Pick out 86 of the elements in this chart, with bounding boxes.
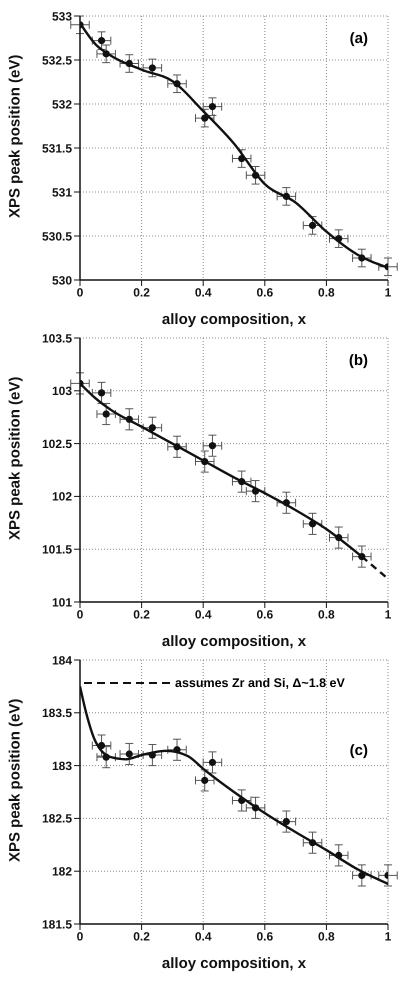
x-axis-title: alloy composition, x [162, 955, 307, 972]
point [98, 37, 106, 44]
x-tick-label: 1 [384, 286, 392, 300]
y-tick-label: 532 [52, 97, 72, 112]
y-axis-title: XPS peak position (eV) [6, 698, 24, 862]
y-tick-label: 181.5 [42, 917, 72, 932]
point [201, 776, 208, 784]
point [335, 852, 342, 859]
point [148, 424, 156, 432]
x-tick-label: 0.6 [256, 608, 274, 622]
point [252, 804, 260, 812]
point [126, 60, 133, 68]
x-tick-label: 0.2 [133, 930, 150, 944]
point [208, 758, 216, 766]
y-tick-label: 183 [52, 758, 72, 773]
y-tick-label: 532.5 [42, 53, 72, 68]
point [358, 552, 366, 560]
y-tick-label: 183.5 [42, 706, 72, 720]
x-tick-label: 0 [76, 930, 84, 944]
x-tick-label: 0.2 [133, 608, 150, 622]
point [308, 222, 316, 230]
point [102, 754, 110, 761]
point [173, 443, 181, 450]
point [201, 114, 208, 122]
point [98, 742, 106, 750]
point [126, 750, 133, 758]
x-axis-title: alloy composition, x [162, 633, 307, 650]
y-axis-title: XPS peak position (eV) [6, 376, 24, 540]
y-tick-label: 102.5 [42, 436, 72, 451]
y-tick-label: 531 [52, 185, 72, 200]
x-tick-label: 1 [384, 930, 392, 944]
annotation: assumes Zr and Si, Δ~1.8 eV [175, 676, 345, 690]
point [358, 254, 366, 262]
point [208, 103, 216, 110]
x-tick-label: 0.8 [318, 286, 336, 300]
x-tick-label: 0.8 [318, 608, 336, 622]
y-tick-label: 101 [52, 595, 72, 610]
x-tick-label: 0.4 [194, 286, 212, 300]
x-tick-label: 0.8 [318, 930, 336, 944]
y-tick-label: 533 [52, 9, 72, 24]
point [335, 534, 342, 542]
point [201, 458, 208, 466]
point [173, 746, 181, 754]
annotation: (a) [350, 30, 368, 47]
point [238, 478, 246, 486]
x-tick-label: 0.2 [133, 286, 150, 300]
point [282, 499, 290, 506]
point [102, 410, 110, 418]
point [173, 80, 181, 88]
y-tick-label: 530.5 [42, 229, 72, 244]
y-axis-title: XPS peak position (eV) [6, 54, 24, 218]
point [308, 839, 316, 846]
point [98, 389, 106, 397]
x-tick-label: 0.4 [194, 930, 212, 944]
point [148, 64, 156, 72]
point [252, 488, 260, 495]
point [335, 235, 342, 242]
annotation: (b) [348, 352, 368, 369]
point [282, 192, 290, 200]
y-tick-label: 102 [52, 490, 72, 504]
y-tick-label: 101.5 [42, 542, 72, 556]
x-tick-label: 0.4 [194, 608, 212, 622]
x-axis-title: alloy composition, x [162, 311, 307, 328]
y-tick-label: 531.5 [42, 141, 72, 156]
x-tick-label: 0 [76, 608, 84, 622]
x-tick-label: 1 [384, 608, 392, 622]
point [358, 872, 366, 880]
x-tick-label: 0.6 [256, 930, 274, 944]
y-tick-label: 103 [52, 384, 72, 398]
x-tick-label: 0 [76, 286, 84, 300]
point [252, 172, 260, 179]
x-tick-label: 0.6 [256, 286, 274, 300]
point [282, 818, 290, 826]
point [238, 796, 246, 804]
point [126, 416, 133, 423]
point [148, 751, 156, 759]
y-tick-label: 182.5 [42, 812, 72, 826]
point [238, 154, 246, 162]
point [208, 442, 216, 450]
point [308, 520, 316, 528]
y-tick-label: 184 [52, 653, 72, 668]
point [102, 50, 110, 58]
y-tick-label: 530 [52, 273, 72, 288]
y-tick-label: 182 [52, 864, 72, 878]
annotation: (c) [350, 742, 368, 759]
y-tick-label: 103.5 [42, 331, 72, 346]
